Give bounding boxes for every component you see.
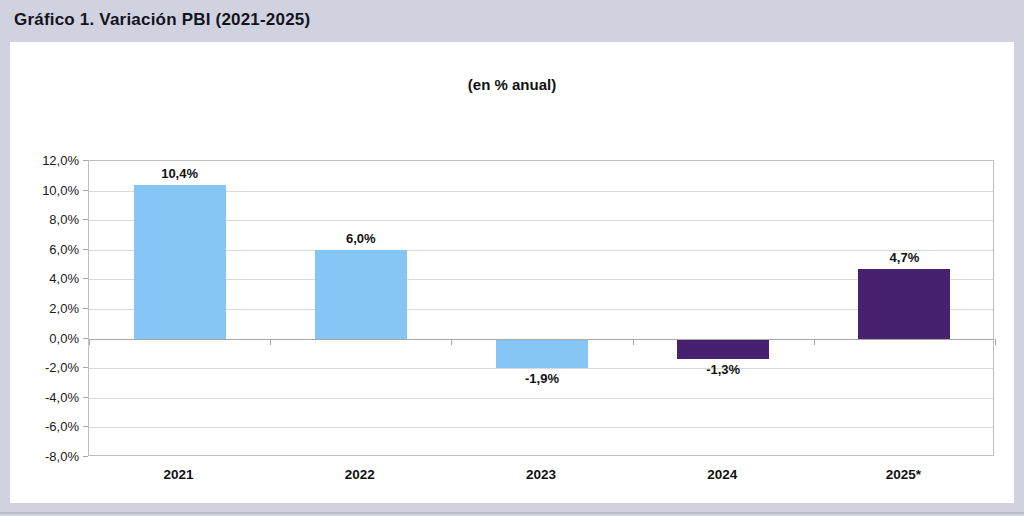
y-axis-label: -4,0% [19, 391, 79, 404]
bar-2023 [496, 340, 588, 368]
gridline [89, 398, 993, 399]
y-axis-tick [83, 426, 88, 427]
x-axis-label: 2021 [119, 467, 239, 482]
y-axis-tick [83, 338, 88, 339]
bar-value-label: 4,7% [844, 250, 964, 265]
y-axis-tick [83, 278, 88, 279]
bar-2021 [134, 185, 226, 339]
y-axis-tick [83, 160, 88, 161]
gridline [89, 427, 993, 428]
y-axis-label: -2,0% [19, 361, 79, 374]
x-axis-label: 2023 [481, 467, 601, 482]
x-axis-tick [451, 339, 452, 345]
y-axis-label: 10,0% [19, 184, 79, 197]
bar-2022 [315, 250, 407, 339]
x-axis-label: 2025* [843, 467, 963, 482]
x-axis-label: 2024 [662, 467, 782, 482]
page: { "header": { "title": "Gráfico 1. Varia… [0, 0, 1024, 516]
bar-value-label: -1,9% [482, 371, 602, 386]
bar-value-label: 6,0% [301, 231, 421, 246]
y-axis-tick [83, 190, 88, 191]
bar-value-label: 10,4% [120, 166, 240, 181]
x-axis-tick [814, 339, 815, 345]
y-axis-tick [83, 249, 88, 250]
bar-2025 [858, 269, 950, 339]
x-axis-tick [89, 339, 90, 345]
x-axis-tick [270, 339, 271, 345]
chart-title: Gráfico 1. Variación PBI (2021-2025) [14, 10, 310, 30]
bottom-edge-divider [0, 512, 1024, 514]
chart-panel: (en % anual) 10,4% 6,0% -1,9% -1,3% 4,7% 12,… [10, 42, 1014, 503]
x-axis-tick [995, 339, 996, 345]
y-axis-tick [83, 397, 88, 398]
title-bar: Gráfico 1. Variación PBI (2021-2025) [0, 0, 1024, 42]
chart-subtitle: (en % anual) [10, 76, 1014, 93]
y-axis-label: 6,0% [19, 243, 79, 256]
y-axis-tick [83, 456, 88, 457]
bar-2024 [677, 340, 769, 359]
y-axis-label: 0,0% [19, 332, 79, 345]
gridline [89, 368, 993, 369]
y-axis-label: 8,0% [19, 213, 79, 226]
y-axis-tick [83, 367, 88, 368]
y-axis-label: -6,0% [19, 420, 79, 433]
y-axis-tick [83, 219, 88, 220]
x-axis-tick [633, 339, 634, 345]
y-axis-tick [83, 308, 88, 309]
y-axis-label: 12,0% [19, 154, 79, 167]
x-axis-label: 2022 [300, 467, 420, 482]
y-axis-label: -8,0% [19, 450, 79, 463]
bar-value-label: -1,3% [663, 362, 783, 377]
y-axis-label: 2,0% [19, 302, 79, 315]
y-axis-label: 4,0% [19, 272, 79, 285]
plot-area: 10,4% 6,0% -1,9% -1,3% 4,7% [88, 160, 994, 456]
